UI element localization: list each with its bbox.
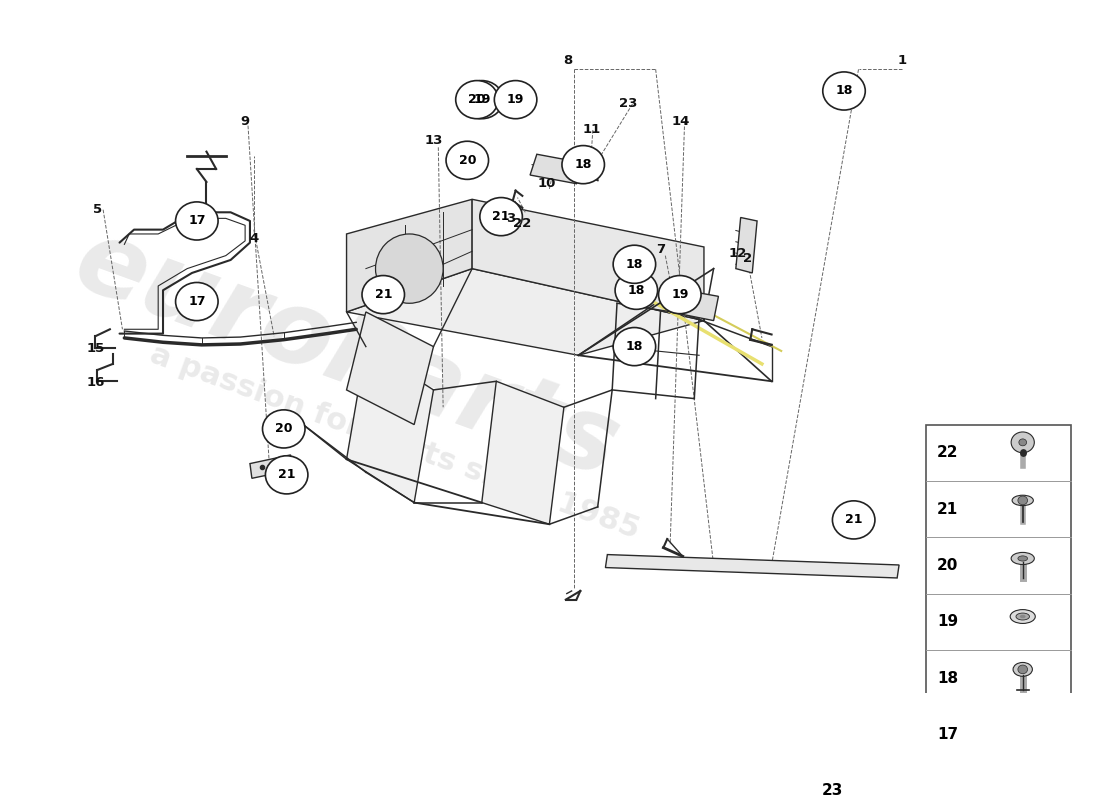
Text: 10: 10 — [537, 178, 556, 190]
Text: 17: 17 — [188, 295, 206, 308]
Text: 18: 18 — [628, 284, 645, 297]
Circle shape — [613, 246, 656, 283]
Text: 18: 18 — [574, 158, 592, 171]
Circle shape — [494, 81, 537, 118]
Circle shape — [265, 456, 308, 494]
Text: 18: 18 — [626, 258, 644, 270]
Text: 22: 22 — [936, 446, 958, 460]
Ellipse shape — [1012, 495, 1033, 506]
Polygon shape — [346, 199, 472, 312]
Text: 17: 17 — [937, 727, 958, 742]
Circle shape — [1019, 439, 1026, 446]
Circle shape — [1019, 722, 1026, 729]
FancyArrow shape — [971, 778, 1020, 786]
Bar — [926, 425, 1071, 762]
Text: 19: 19 — [473, 93, 491, 106]
Circle shape — [176, 282, 218, 321]
Circle shape — [362, 275, 405, 314]
Text: 8: 8 — [563, 54, 572, 67]
Text: 701 12: 701 12 — [965, 794, 1033, 800]
Ellipse shape — [1010, 610, 1035, 623]
Circle shape — [176, 202, 218, 240]
Text: 21: 21 — [937, 502, 958, 517]
Text: 21: 21 — [493, 210, 510, 223]
Text: euroParts: euroParts — [62, 210, 632, 500]
Circle shape — [461, 81, 503, 118]
Text: 5: 5 — [92, 203, 102, 216]
Polygon shape — [250, 455, 294, 478]
Text: 1: 1 — [898, 54, 906, 67]
FancyArrow shape — [969, 765, 1018, 791]
Polygon shape — [482, 382, 564, 524]
Circle shape — [1018, 496, 1027, 505]
Text: 18: 18 — [626, 340, 644, 353]
Ellipse shape — [1013, 662, 1033, 676]
Polygon shape — [605, 554, 899, 578]
Circle shape — [823, 72, 866, 110]
Text: 20: 20 — [937, 558, 958, 573]
Polygon shape — [736, 218, 757, 273]
Text: 20: 20 — [459, 154, 476, 167]
Text: 22: 22 — [514, 217, 531, 230]
Ellipse shape — [1020, 614, 1025, 618]
Ellipse shape — [1018, 556, 1027, 561]
Circle shape — [877, 773, 898, 791]
Text: 15: 15 — [86, 342, 104, 355]
Text: 2: 2 — [742, 252, 752, 265]
Text: 19: 19 — [937, 614, 958, 630]
Text: 9: 9 — [241, 115, 250, 128]
Text: 16: 16 — [86, 377, 104, 390]
Polygon shape — [530, 154, 583, 184]
Text: 11: 11 — [583, 123, 601, 137]
Text: 3: 3 — [506, 212, 516, 225]
Circle shape — [833, 501, 875, 539]
Circle shape — [883, 778, 891, 786]
Circle shape — [263, 410, 305, 448]
Ellipse shape — [1016, 613, 1030, 620]
Circle shape — [1018, 665, 1027, 674]
Ellipse shape — [375, 234, 443, 303]
Circle shape — [455, 81, 498, 118]
Polygon shape — [346, 346, 433, 502]
Text: 23: 23 — [822, 783, 843, 798]
Circle shape — [615, 271, 658, 310]
Polygon shape — [670, 289, 718, 321]
Text: 21: 21 — [278, 468, 296, 482]
Text: a passion for parts since 1985: a passion for parts since 1985 — [146, 339, 644, 544]
Circle shape — [562, 146, 605, 184]
Text: 19: 19 — [671, 288, 689, 301]
Circle shape — [446, 142, 488, 179]
Polygon shape — [346, 269, 704, 355]
Polygon shape — [346, 312, 433, 425]
Text: 21: 21 — [374, 288, 392, 301]
Text: 12: 12 — [728, 246, 747, 259]
Circle shape — [613, 327, 656, 366]
Circle shape — [659, 275, 701, 314]
Circle shape — [1012, 716, 1033, 735]
Circle shape — [480, 198, 522, 236]
Polygon shape — [472, 199, 704, 321]
Text: 17: 17 — [188, 214, 206, 227]
Text: 18: 18 — [835, 85, 852, 98]
Text: 19: 19 — [507, 93, 525, 106]
Text: 20: 20 — [275, 422, 293, 435]
Ellipse shape — [1011, 553, 1034, 565]
Text: 18: 18 — [937, 670, 958, 686]
Text: 13: 13 — [425, 134, 442, 147]
Text: 21: 21 — [845, 514, 862, 526]
Bar — [811, 762, 922, 800]
Circle shape — [1011, 432, 1034, 453]
Bar — [926, 762, 1071, 800]
Text: 14: 14 — [672, 115, 690, 128]
Text: 20: 20 — [469, 93, 486, 106]
Text: 23: 23 — [619, 98, 638, 110]
Text: 4: 4 — [250, 232, 258, 245]
Text: 7: 7 — [656, 243, 666, 256]
